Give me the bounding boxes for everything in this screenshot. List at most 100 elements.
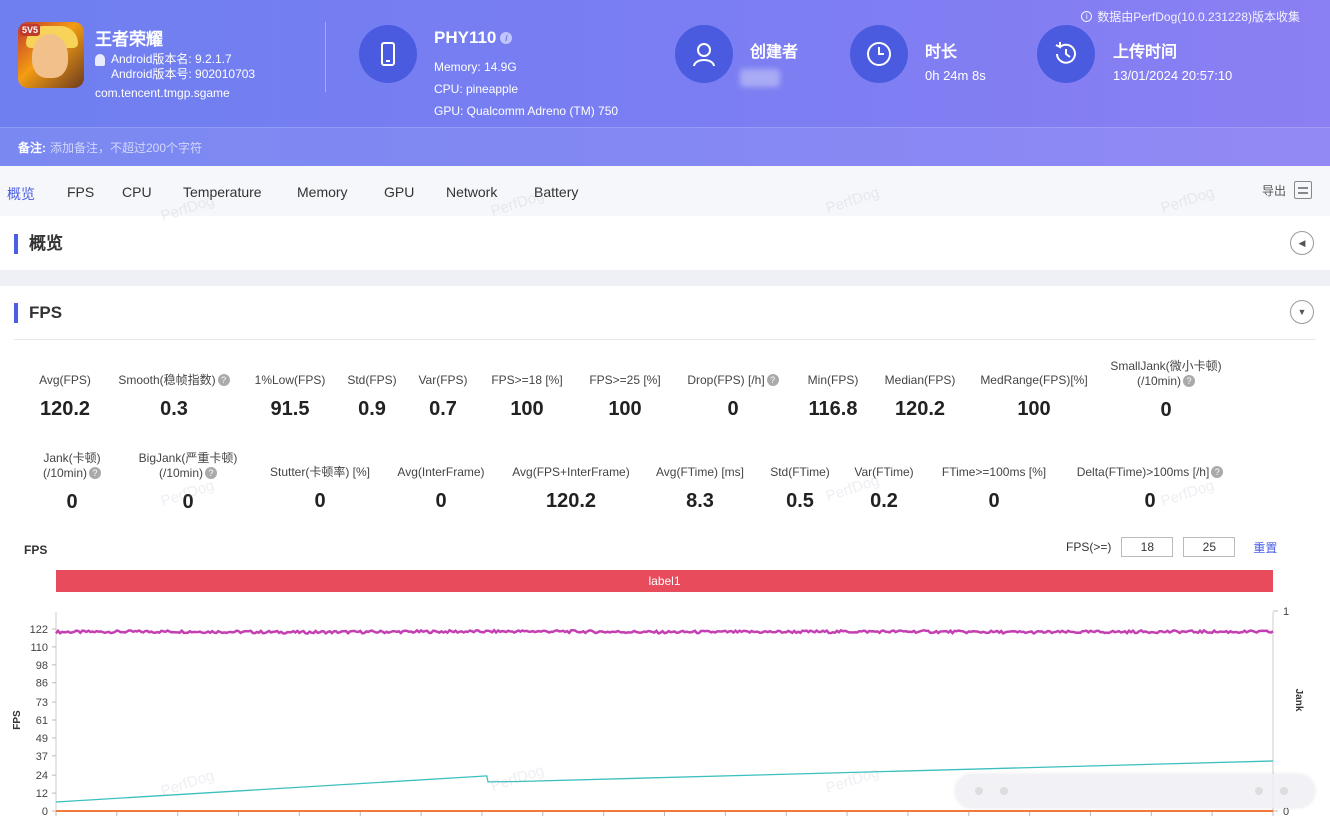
fps-threshold-1-input[interactable]: 18	[1121, 537, 1174, 557]
tab-memory[interactable]: Memory	[297, 184, 348, 200]
help-icon[interactable]: ?	[89, 467, 101, 479]
scroll-indicator[interactable]	[955, 774, 1315, 808]
fps-threshold-controls: FPS(>=) 18 25 重置	[1066, 537, 1277, 557]
stat-stats_row1-6: FPS>=25 [%] 100	[540, 373, 710, 421]
device-gpu: GPU: Qualcomm Adreno (TM) 750	[434, 104, 619, 118]
tab-network[interactable]: Network	[446, 184, 498, 200]
stat-label-unit: (/10min)?	[1081, 374, 1251, 389]
fps-threshold-label: FPS(>=)	[1066, 540, 1112, 554]
upload-value: 13/01/2024 20:57:10	[1113, 68, 1233, 83]
info-icon[interactable]: i	[500, 32, 513, 44]
stat-stats_row2-4: Avg(FPS+InterFrame) 120.2	[486, 465, 656, 513]
fps-threshold-2-input[interactable]: 25	[1183, 537, 1236, 557]
collapse-left-icon[interactable]: ◀	[1290, 231, 1314, 255]
source-note: i 数据由PerfDog(10.0.231228)版本收集	[1081, 8, 1300, 25]
stat-label: Avg(FPS+InterFrame)	[512, 465, 630, 479]
label-band[interactable]: label1	[56, 570, 1273, 592]
remark-input[interactable]: 添加备注，不超过200个字符	[50, 140, 203, 155]
app-icon: 5V5	[18, 22, 84, 88]
stat-label: Avg(InterFrame)	[397, 465, 485, 479]
stat-label: Std(FTime)	[770, 465, 830, 479]
stat-stats_row2-0: Jank(卡顿) (/10min)? 0	[0, 451, 157, 514]
remark-bar[interactable]: 备注: 添加备注，不超过200个字符	[0, 127, 1330, 166]
stat-value: 91.5	[270, 398, 310, 420]
help-icon[interactable]: ?	[1211, 466, 1224, 478]
help-icon[interactable]: ?	[205, 467, 217, 479]
stat-label: Stutter(卡顿率) [%]	[269, 465, 370, 479]
overview-panel: 概览 ◀	[0, 216, 1330, 270]
reset-button[interactable]: 重置	[1253, 540, 1278, 555]
header-divider	[325, 22, 326, 92]
stat-stats_row1-3: Std(FPS) 0.9	[287, 373, 457, 421]
phone-icon	[359, 25, 417, 83]
stat-label: Median(FPS)	[884, 373, 956, 387]
stat-label: BigJank(严重卡顿)	[138, 451, 238, 465]
tab-temperature[interactable]: Temperature	[183, 184, 262, 200]
history-icon	[1037, 25, 1095, 83]
stat-label: Var(FTime)	[854, 465, 914, 479]
stat-label: Drop(FPS) [/h]?	[648, 373, 818, 388]
stat-stats_row1-5: FPS>=18 [%] 100	[442, 373, 612, 421]
collapse-down-icon[interactable]: ▼	[1290, 300, 1314, 324]
chart-title: FPS	[24, 543, 48, 557]
stat-value: 0	[1160, 399, 1172, 421]
stat-value: 100	[510, 398, 544, 420]
stat-value: 0	[988, 490, 1000, 512]
stat-label: Avg(FTime) [ms]	[655, 465, 744, 479]
app-name: 王者荣耀	[95, 30, 163, 49]
duration-title: 时长	[925, 44, 958, 61]
stat-label-unit: (/10min)?	[0, 466, 157, 481]
device-model: PHY110 i	[434, 28, 513, 48]
stat-value: 0.2	[870, 490, 898, 512]
stat-stats_row1-1: Smooth(稳帧指数)? 0.3	[89, 373, 259, 421]
stat-value: 0	[314, 490, 326, 512]
stat-value: 120.2	[39, 398, 91, 420]
creator-title: 创建者	[750, 44, 799, 61]
help-icon[interactable]: ?	[766, 374, 779, 386]
tab-battery[interactable]: Battery	[534, 184, 579, 200]
stat-value: 0	[727, 398, 739, 420]
stat-stats_row2-6: Std(FTime) 0.5	[715, 465, 885, 513]
section-tabs: 概览 FPS CPU Temperature Memory GPU Networ…	[0, 166, 1330, 216]
export-label: 导出	[1261, 183, 1286, 198]
stat-label: SmallJank(微小卡顿)	[1110, 359, 1222, 373]
stat-label: Smooth(稳帧指数)?	[89, 373, 259, 388]
user-icon	[675, 25, 733, 83]
device-cpu: CPU: pineapple	[434, 82, 519, 96]
stat-value: 100	[1017, 398, 1051, 420]
device-memory: Memory: 14.9G	[434, 60, 517, 74]
stat-value: 0	[66, 491, 78, 513]
stat-value: 8.3	[686, 490, 714, 512]
tab-overview[interactable]: 概览	[7, 186, 35, 202]
stat-stats_row1-4: Var(FPS) 0.7	[358, 373, 528, 421]
stat-stats_row1-11: SmallJank(微小卡顿) (/10min)? 0	[1081, 359, 1251, 422]
export-button[interactable]: 导出	[1262, 181, 1312, 199]
stat-stats_row2-2: Stutter(卡顿率) [%] 0	[235, 465, 405, 513]
stat-stats_row1-0: Avg(FPS) 120.2	[0, 373, 150, 421]
tab-fps[interactable]: FPS	[67, 184, 95, 200]
app-icon-badge: 5V5	[20, 24, 41, 36]
tab-cpu[interactable]: CPU	[122, 184, 152, 200]
stat-stats_row1-8: Min(FPS) 116.8	[748, 373, 918, 421]
stat-stats_row2-9: Delta(FTime)>100ms [/h]? 0	[1065, 465, 1235, 513]
android-icon	[95, 53, 105, 66]
stat-value: 0.5	[786, 490, 814, 512]
stat-label: FPS>=18 [%]	[491, 373, 563, 387]
stat-stats_row2-7: Var(FTime) 0.2	[799, 465, 969, 513]
overview-title: 概览	[14, 234, 63, 254]
android-version-code: Android版本号: 902010703	[111, 67, 256, 81]
stat-label: Avg(FPS)	[39, 373, 91, 387]
duration-value: 0h 24m 8s	[925, 68, 986, 83]
help-icon[interactable]: ?	[217, 374, 230, 386]
stat-label: 1%Low(FPS)	[254, 373, 326, 387]
stat-value: 0.7	[429, 398, 457, 420]
source-note-text: 数据由PerfDog(10.0.231228)版本收集	[1097, 10, 1300, 24]
panel-divider	[14, 339, 1316, 340]
tab-gpu[interactable]: GPU	[384, 184, 415, 200]
help-icon[interactable]: ?	[1183, 375, 1195, 387]
upload-title: 上传时间	[1113, 44, 1178, 61]
device-specs: Memory: 14.9G CPU: pineapple GPU: Qualco…	[434, 56, 618, 122]
stat-label: Delta(FTime)>100ms [/h]?	[1065, 465, 1235, 480]
stat-value: 116.8	[808, 398, 858, 420]
android-version-name: Android版本名: 9.2.1.7	[111, 52, 232, 66]
